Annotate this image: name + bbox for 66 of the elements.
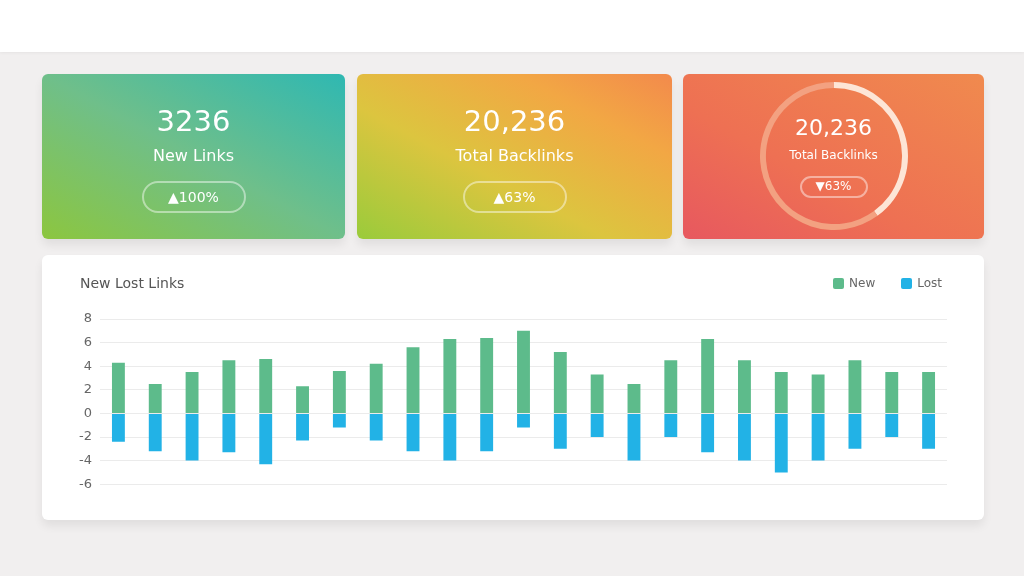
bar bbox=[185, 413, 199, 461]
bar bbox=[406, 413, 420, 452]
bar bbox=[774, 372, 788, 413]
y-tick-label: -4 bbox=[79, 451, 92, 467]
bar bbox=[369, 413, 383, 441]
text: 3236 bbox=[156, 104, 231, 139]
bar bbox=[517, 413, 530, 428]
text: ▲63% bbox=[493, 188, 536, 206]
bar bbox=[332, 370, 346, 413]
bar bbox=[406, 347, 420, 413]
bar bbox=[811, 374, 825, 413]
bar bbox=[222, 413, 236, 453]
y-tick-label: 6 bbox=[83, 333, 92, 349]
bar bbox=[111, 413, 125, 442]
bar bbox=[480, 413, 494, 452]
bar bbox=[517, 330, 530, 413]
bar bbox=[369, 363, 383, 413]
text: Total Backlinks bbox=[455, 145, 574, 166]
bar bbox=[701, 413, 715, 453]
legend-label: Lost bbox=[917, 276, 942, 290]
bar bbox=[664, 413, 678, 437]
bar bbox=[480, 337, 494, 413]
bar bbox=[259, 413, 273, 465]
bar bbox=[443, 339, 457, 413]
bar bbox=[332, 413, 346, 428]
y-tick-label: 4 bbox=[83, 357, 92, 373]
text: Total Backlinks bbox=[789, 148, 878, 163]
bar bbox=[553, 413, 567, 449]
text: 20,236 bbox=[463, 104, 566, 139]
legend-label: New bbox=[849, 276, 876, 290]
bar bbox=[590, 413, 604, 437]
bar bbox=[259, 359, 273, 413]
bar bbox=[627, 413, 641, 461]
chart-title: New Lost Links bbox=[80, 275, 185, 291]
bar bbox=[738, 413, 751, 461]
bar bbox=[664, 360, 678, 413]
y-tick-label: 2 bbox=[83, 381, 92, 397]
y-tick-label: 0 bbox=[83, 404, 92, 420]
bar bbox=[590, 374, 604, 413]
bar bbox=[627, 383, 641, 413]
bar bbox=[885, 413, 899, 437]
bar bbox=[222, 360, 236, 413]
bar bbox=[296, 413, 309, 441]
text: New Links bbox=[152, 145, 235, 166]
text: 20,236 bbox=[795, 115, 872, 141]
text: ▼63% bbox=[815, 179, 852, 194]
bar bbox=[848, 413, 862, 449]
bar bbox=[922, 372, 936, 413]
y-tick-label: 8 bbox=[83, 310, 92, 326]
bar bbox=[811, 413, 825, 461]
bar bbox=[774, 413, 788, 473]
bar bbox=[922, 413, 936, 449]
bar bbox=[148, 383, 162, 413]
bar bbox=[111, 362, 125, 413]
bar bbox=[443, 413, 457, 461]
y-tick-label: -2 bbox=[79, 428, 92, 444]
bar bbox=[553, 352, 567, 413]
bar bbox=[701, 339, 715, 413]
text: ▲100% bbox=[168, 188, 219, 206]
bar bbox=[848, 360, 862, 413]
bar bbox=[738, 360, 751, 413]
bar bbox=[148, 413, 162, 452]
bar bbox=[885, 372, 899, 413]
bar bbox=[296, 386, 309, 413]
y-tick-label: -6 bbox=[79, 475, 92, 491]
bar bbox=[185, 372, 199, 413]
